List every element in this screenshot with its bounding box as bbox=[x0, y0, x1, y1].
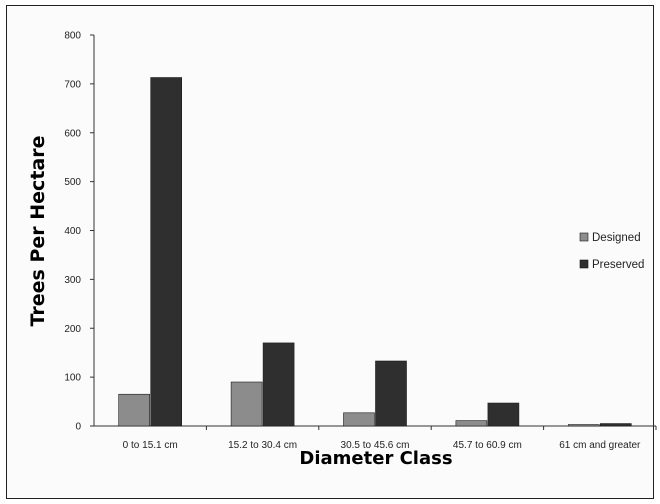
legend-swatch-designed bbox=[579, 232, 589, 242]
chart-frame bbox=[6, 5, 654, 499]
bar-preserved-2 bbox=[375, 360, 407, 427]
y-tick-label: 400 bbox=[64, 226, 81, 237]
y-tick-label: 800 bbox=[64, 31, 81, 42]
legend-swatch-preserved bbox=[579, 259, 589, 269]
legend-label-preserved: Preserved bbox=[592, 259, 644, 271]
bar-preserved-0 bbox=[150, 77, 182, 427]
x-tick-label: 45.7 to 60.9 cm bbox=[453, 440, 522, 451]
y-tick-label: 0 bbox=[75, 422, 81, 433]
x-tick-label: 61 cm and greater bbox=[559, 440, 641, 451]
x-axis-ticks: 0 to 15.1 cm 15.2 to 30.4 cm 30.5 to 45.6 … bbox=[123, 426, 657, 451]
legend: Designed Preserved bbox=[579, 232, 644, 271]
bar-designed-3 bbox=[455, 420, 488, 427]
bar-preserved-1 bbox=[262, 342, 295, 427]
y-tick-label: 700 bbox=[64, 79, 81, 90]
y-tick-label: 200 bbox=[64, 324, 81, 335]
legend-label-designed: Designed bbox=[592, 232, 641, 244]
y-axis-title: Trees Per Hectare bbox=[27, 136, 49, 327]
bar-preserved-3 bbox=[487, 402, 520, 427]
bar-designed-2 bbox=[343, 412, 375, 427]
bars bbox=[118, 77, 632, 427]
y-tick-label: 500 bbox=[64, 177, 81, 188]
y-tick-label: 300 bbox=[64, 275, 81, 286]
bar-preserved-4 bbox=[599, 423, 632, 427]
y-tick-label: 600 bbox=[64, 128, 81, 139]
y-axis-ticks: 0 100 200 300 400 500 600 700 800 bbox=[64, 31, 94, 433]
y-tick-label: 100 bbox=[64, 373, 81, 384]
bar-designed-1 bbox=[230, 381, 263, 427]
bar-designed-4 bbox=[567, 424, 600, 427]
x-tick-label: 30.5 to 45.6 cm bbox=[341, 440, 410, 451]
bar-designed-0 bbox=[118, 393, 150, 427]
x-tick-label: 0 to 15.1 cm bbox=[123, 440, 178, 451]
x-tick-label: 15.2 to 30.4 cm bbox=[228, 440, 297, 451]
x-axis-title: Diameter Class bbox=[299, 448, 452, 469]
